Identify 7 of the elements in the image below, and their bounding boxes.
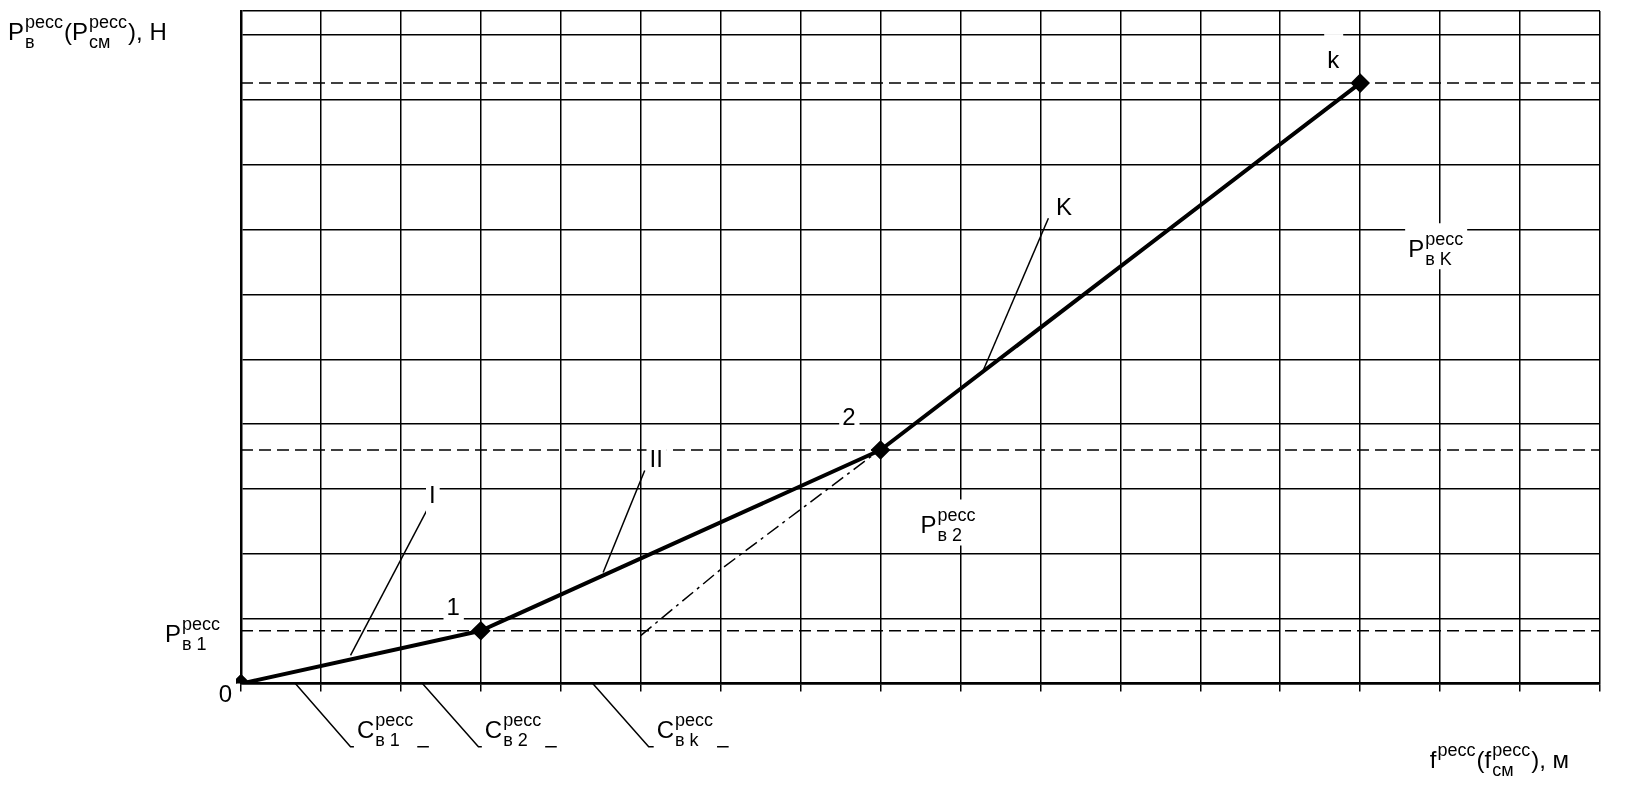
annotation: I bbox=[429, 481, 436, 509]
text: 0 bbox=[218, 679, 233, 707]
annotation: 1 bbox=[446, 592, 460, 620]
annotation: K bbox=[1055, 193, 1072, 221]
text: k bbox=[1327, 46, 1341, 74]
annotation: II bbox=[649, 445, 663, 473]
annotation: 2 bbox=[842, 403, 856, 431]
